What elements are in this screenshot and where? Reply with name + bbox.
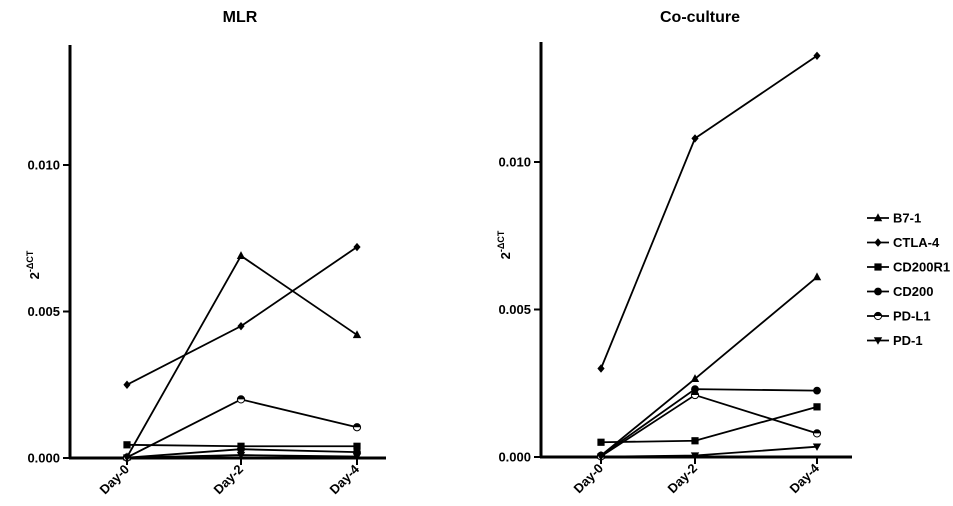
series-line (126, 254, 358, 458)
y-axis-label: 2-ΔCT (496, 230, 513, 259)
data-point (123, 441, 131, 449)
y-tick-label: 0.005 (27, 304, 60, 319)
data-point (691, 134, 699, 143)
data-point (691, 437, 699, 445)
data-point (123, 380, 131, 389)
y-tick-label: 0.000 (498, 450, 531, 465)
data-point (122, 454, 132, 462)
data-point (352, 423, 362, 432)
y-axis-label-base: 2 (498, 252, 513, 259)
data-point (236, 251, 246, 260)
y-axis-label-exponent: -ΔCT (25, 250, 35, 272)
series-pd-l1 (596, 390, 822, 461)
data-point (813, 386, 821, 395)
data-point (352, 453, 362, 461)
data-point (812, 429, 822, 438)
series-ctla-4 (123, 242, 361, 389)
legend-label: PD-1 (893, 333, 923, 348)
chart-panel-mlr: MLR 2-ΔCT 0.000 0.005 0.010 Day-0 Day-2 Day-… (25, 9, 386, 497)
data-point (690, 390, 700, 400)
legend-item-ctla-4: CTLA-4 (867, 235, 940, 250)
y-axis-label-exponent: -ΔCT (496, 230, 506, 252)
x-tick-label: Day-4 (326, 461, 362, 497)
series-line (600, 394, 818, 458)
legend-marker (873, 311, 883, 321)
series-line (600, 445, 818, 458)
data-point (690, 452, 700, 460)
data-point (813, 51, 821, 60)
series-line (600, 276, 818, 457)
y-tick-label: 0.010 (498, 155, 531, 170)
series-pd-1 (122, 451, 362, 462)
legend-label: CD200R1 (893, 260, 950, 275)
y-tick-label: 0.010 (27, 158, 60, 173)
series-b7-1 (122, 251, 362, 461)
data-point (237, 321, 245, 331)
legend-marker (873, 213, 883, 222)
y-tick-label: 0.005 (498, 302, 531, 317)
data-point (812, 443, 822, 451)
legend-label: PD-L1 (893, 309, 931, 324)
data-point (812, 272, 822, 281)
data-point (236, 451, 246, 460)
x-tick-label: Day-2 (664, 461, 700, 497)
series-line (126, 246, 358, 386)
data-point (353, 242, 361, 252)
legend-item-b7-1: B7-1 (867, 211, 921, 226)
legend-label: CTLA-4 (893, 235, 940, 250)
series-pd-1 (596, 443, 822, 461)
x-tick-label: Day-2 (210, 462, 246, 498)
chart-title: MLR (223, 9, 258, 26)
legend-marker (874, 263, 882, 271)
series-cd200r1 (597, 403, 821, 446)
data-point (236, 395, 246, 404)
y-axis-label-base: 2 (27, 272, 42, 279)
data-point (597, 438, 605, 446)
data-point (596, 453, 606, 461)
legend-label: B7-1 (893, 211, 921, 226)
chart-title: Co-culture (660, 9, 740, 26)
series-line (600, 55, 818, 369)
x-tick-label: Day-4 (786, 460, 822, 496)
series-b7-1 (596, 272, 822, 459)
legend: B7-1 CTLA-4 CD200R1 CD200 PD-L1 PD-1 (867, 211, 950, 348)
legend-item-cd200: CD200 (867, 284, 933, 299)
data-point (597, 364, 605, 373)
legend-label: CD200 (893, 284, 933, 299)
data-point (353, 442, 361, 450)
data-point (690, 374, 700, 383)
legend-item-pd-l1: PD-L1 (867, 309, 931, 324)
series-ctla-4 (597, 51, 821, 373)
y-axis-label: 2-ΔCT (25, 250, 42, 279)
data-point (691, 385, 699, 394)
data-point (813, 403, 821, 411)
legend-item-pd-1: PD-1 (867, 333, 923, 348)
series-line (600, 405, 818, 444)
legend-marker (874, 287, 882, 296)
y-tick-label: 0.000 (27, 451, 60, 466)
legend-marker (874, 238, 882, 247)
data-point (352, 330, 362, 339)
legend-marker (873, 337, 883, 345)
x-tick-label: Day-0 (570, 461, 606, 497)
data-point (237, 445, 245, 454)
x-tick-label: Day-0 (96, 462, 132, 498)
chart-panel-co-culture: Co-culture 2-ΔCT 0.000 0.005 0.010 Day-0 Da… (496, 9, 852, 496)
legend-item-cd200r1: CD200R1 (867, 260, 950, 275)
